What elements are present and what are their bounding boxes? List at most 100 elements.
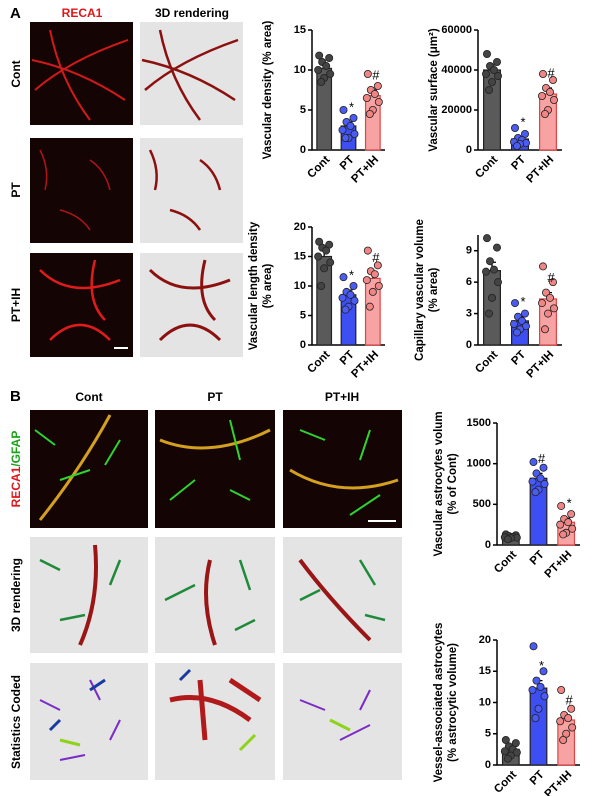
x-tick-label: Cont bbox=[492, 549, 519, 576]
y-axis-label: Vascular length density bbox=[248, 221, 260, 350]
data-point bbox=[538, 92, 547, 101]
y-tick-label: 0 bbox=[300, 339, 306, 351]
x-tick-label: PT bbox=[338, 154, 357, 173]
x-tick-label: PT+IH bbox=[525, 349, 557, 381]
y-tick-label: 10 bbox=[294, 64, 306, 76]
row-label: PT+IH bbox=[9, 288, 23, 322]
y-tick-label: 15 bbox=[294, 250, 306, 262]
data-point bbox=[349, 281, 358, 290]
panel-label: A bbox=[10, 5, 21, 22]
data-point bbox=[518, 316, 527, 325]
data-point bbox=[557, 686, 566, 695]
significance-mark: * bbox=[539, 658, 544, 673]
data-point bbox=[370, 270, 379, 279]
data-point bbox=[536, 474, 545, 483]
column-title: PT+IH bbox=[325, 390, 359, 404]
data-point bbox=[538, 299, 547, 308]
data-point bbox=[509, 320, 518, 329]
x-tick-label: Cont bbox=[305, 349, 332, 376]
data-point bbox=[346, 122, 355, 131]
column-title: 3D rendering bbox=[155, 6, 229, 20]
y-tick-label: 20 bbox=[294, 221, 306, 233]
data-point bbox=[374, 98, 383, 107]
data-point bbox=[489, 265, 498, 274]
data-point bbox=[529, 642, 538, 651]
data-point bbox=[339, 273, 348, 282]
data-point bbox=[501, 736, 510, 745]
y-tick-label: 5 bbox=[485, 728, 491, 740]
data-point bbox=[542, 288, 551, 297]
x-tick-label: PT+IH bbox=[349, 349, 381, 381]
data-point bbox=[492, 58, 501, 67]
data-point bbox=[362, 94, 371, 103]
data-point bbox=[564, 714, 573, 723]
data-point bbox=[481, 267, 490, 276]
data-point bbox=[341, 133, 350, 142]
data-point bbox=[546, 293, 555, 302]
data-point bbox=[489, 66, 498, 75]
data-point bbox=[511, 739, 520, 748]
data-point bbox=[482, 234, 491, 243]
y-axis-label: (% area) bbox=[262, 263, 274, 308]
y-tick-label: 3 bbox=[466, 307, 472, 319]
data-point bbox=[510, 299, 519, 308]
data-point bbox=[338, 126, 347, 135]
y-tick-label: 500 bbox=[473, 498, 491, 510]
x-tick-label: PT bbox=[528, 769, 547, 788]
y-axis-label: Vascular surface (μm²) bbox=[428, 28, 440, 152]
significance-mark: * bbox=[349, 99, 354, 114]
data-point bbox=[315, 51, 324, 60]
significance-mark: # bbox=[538, 451, 546, 466]
data-point bbox=[556, 717, 565, 726]
x-tick-label: PT bbox=[528, 549, 547, 568]
data-point bbox=[493, 278, 502, 287]
y-tick-label: 15 bbox=[294, 24, 306, 36]
data-point bbox=[528, 477, 537, 486]
data-point bbox=[544, 309, 553, 318]
x-tick-label: PT bbox=[509, 349, 528, 368]
data-point bbox=[374, 281, 383, 290]
data-point bbox=[481, 70, 490, 79]
data-point bbox=[338, 293, 347, 302]
data-point bbox=[339, 106, 348, 115]
data-point bbox=[540, 692, 549, 701]
data-point bbox=[529, 458, 538, 467]
data-point bbox=[322, 246, 331, 255]
data-point bbox=[549, 76, 558, 85]
microscopy-images bbox=[30, 22, 243, 357]
data-point bbox=[564, 518, 573, 527]
data-point bbox=[370, 90, 379, 99]
significance-mark: * bbox=[567, 496, 572, 511]
data-point bbox=[568, 524, 577, 533]
data-point bbox=[556, 520, 565, 529]
x-tick-label: PT bbox=[338, 349, 357, 368]
data-point bbox=[567, 704, 576, 713]
data-point bbox=[317, 78, 326, 87]
data-point bbox=[487, 293, 496, 302]
data-point bbox=[559, 530, 568, 539]
data-point bbox=[368, 287, 377, 296]
y-tick-label: 10 bbox=[479, 696, 491, 708]
data-point bbox=[326, 258, 335, 267]
data-point bbox=[320, 264, 329, 273]
data-point bbox=[492, 243, 501, 252]
significance-mark: # bbox=[372, 67, 380, 82]
y-tick-label: 0 bbox=[300, 144, 306, 156]
data-point bbox=[365, 302, 374, 311]
y-tick-label: 5 bbox=[300, 104, 306, 116]
data-point bbox=[550, 96, 559, 105]
data-point bbox=[322, 62, 331, 71]
data-point bbox=[528, 686, 537, 695]
row-label: PT bbox=[9, 182, 23, 198]
stain-label: /GFAP bbox=[9, 431, 23, 467]
column-title: Cont bbox=[75, 390, 102, 404]
x-tick-label: PT bbox=[509, 154, 528, 173]
data-point bbox=[326, 70, 335, 79]
data-point bbox=[513, 328, 522, 337]
y-tick-label: 20000 bbox=[441, 104, 472, 116]
data-point bbox=[350, 129, 359, 138]
y-tick-label: 5 bbox=[300, 309, 306, 321]
y-axis-label: Vessel-associated astrocytes bbox=[433, 623, 445, 783]
data-point bbox=[346, 290, 355, 299]
data-point bbox=[559, 736, 568, 745]
